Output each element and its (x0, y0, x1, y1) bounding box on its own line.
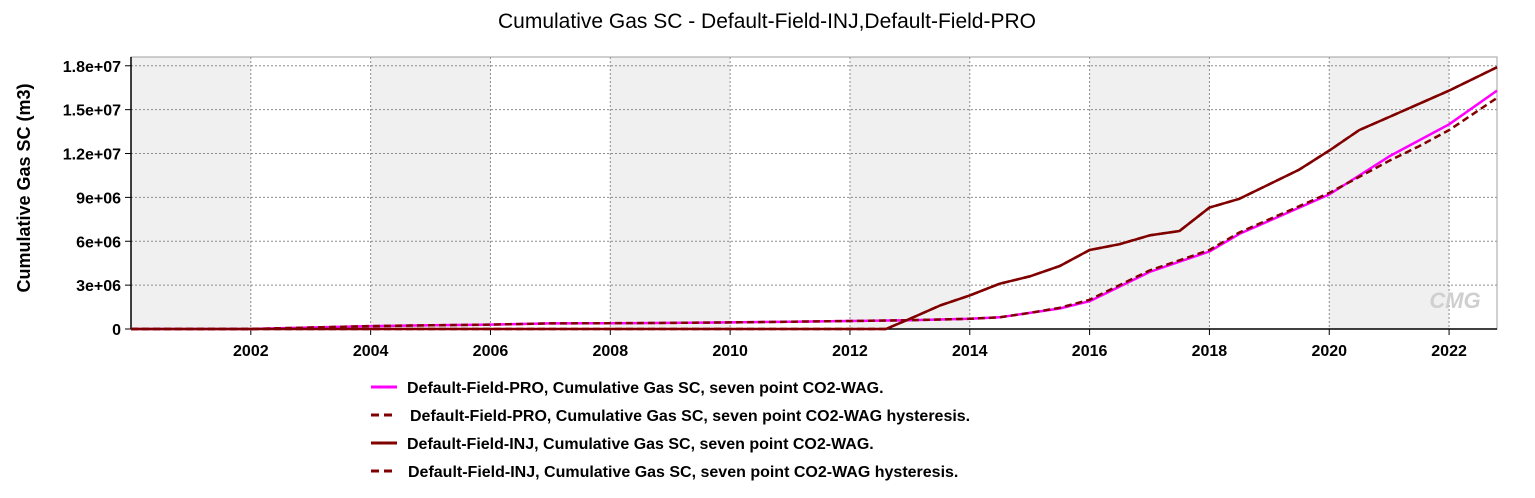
x-tick-label: 2020 (1311, 343, 1347, 360)
x-tick-label: 2008 (593, 343, 629, 360)
x-tick-label: 2010 (712, 343, 748, 360)
x-tick-label: 2016 (1072, 343, 1108, 360)
x-tick-label: 2012 (832, 343, 868, 360)
legend: Default-Field-PRO, Cumulative Gas SC, se… (371, 380, 970, 481)
y-axis-ticks: 0 3e+06 6e+06 9e+06 1.2e+07 1.5e+07 1.8e+07 (63, 59, 131, 339)
y-tick-label: 3e+06 (76, 278, 121, 295)
series-line-1 (131, 89, 1498, 331)
x-tick-label: 2014 (952, 343, 988, 360)
y-tick-label: 9e+06 (76, 190, 121, 207)
y-tick-label: 1.8e+07 (63, 59, 121, 76)
series-lines (131, 66, 1498, 331)
y-axis-label: Cumulative Gas SC (m3) (14, 83, 34, 292)
grid-lines (131, 57, 1497, 329)
series-line-4 (131, 66, 1498, 331)
legend-label-1: Default-Field-PRO, Cumulative Gas SC, se… (407, 380, 884, 397)
x-tick-label: 2022 (1431, 343, 1467, 360)
y-tick-label: 6e+06 (76, 234, 121, 251)
plot-background (131, 57, 1497, 329)
plot-area (131, 57, 1497, 329)
legend-label-2: Default-Field-PRO, Cumulative Gas SC, se… (410, 408, 970, 425)
plot-band (849, 57, 970, 329)
cmg-watermark: CMG (1429, 288, 1480, 313)
legend-label-4: Default-Field-INJ, Cumulative Gas SC, se… (408, 464, 958, 481)
x-axis-ticks: 2002 2004 2006 2008 2010 2012 2014 2016 2018 2020… (233, 329, 1467, 360)
y-tick-label: 0 (112, 322, 121, 339)
plot-band (1089, 57, 1210, 329)
chart-title: Cumulative Gas SC - Default-Field-INJ,De… (498, 10, 1036, 33)
plot-band (610, 57, 731, 329)
x-tick-label: 2002 (233, 343, 269, 360)
plot-band (1329, 57, 1450, 329)
plot-band (370, 57, 491, 329)
y-tick-label: 1.2e+07 (63, 147, 121, 164)
x-tick-label: 2004 (353, 343, 389, 360)
plot-band (131, 57, 251, 329)
legend-label-3: Default-Field-INJ, Cumulative Gas SC, se… (407, 436, 874, 453)
x-tick-label: 2006 (473, 343, 509, 360)
y-tick-label: 1.5e+07 (63, 103, 121, 120)
x-tick-label: 2018 (1192, 343, 1228, 360)
series-line-2 (131, 96, 1498, 331)
